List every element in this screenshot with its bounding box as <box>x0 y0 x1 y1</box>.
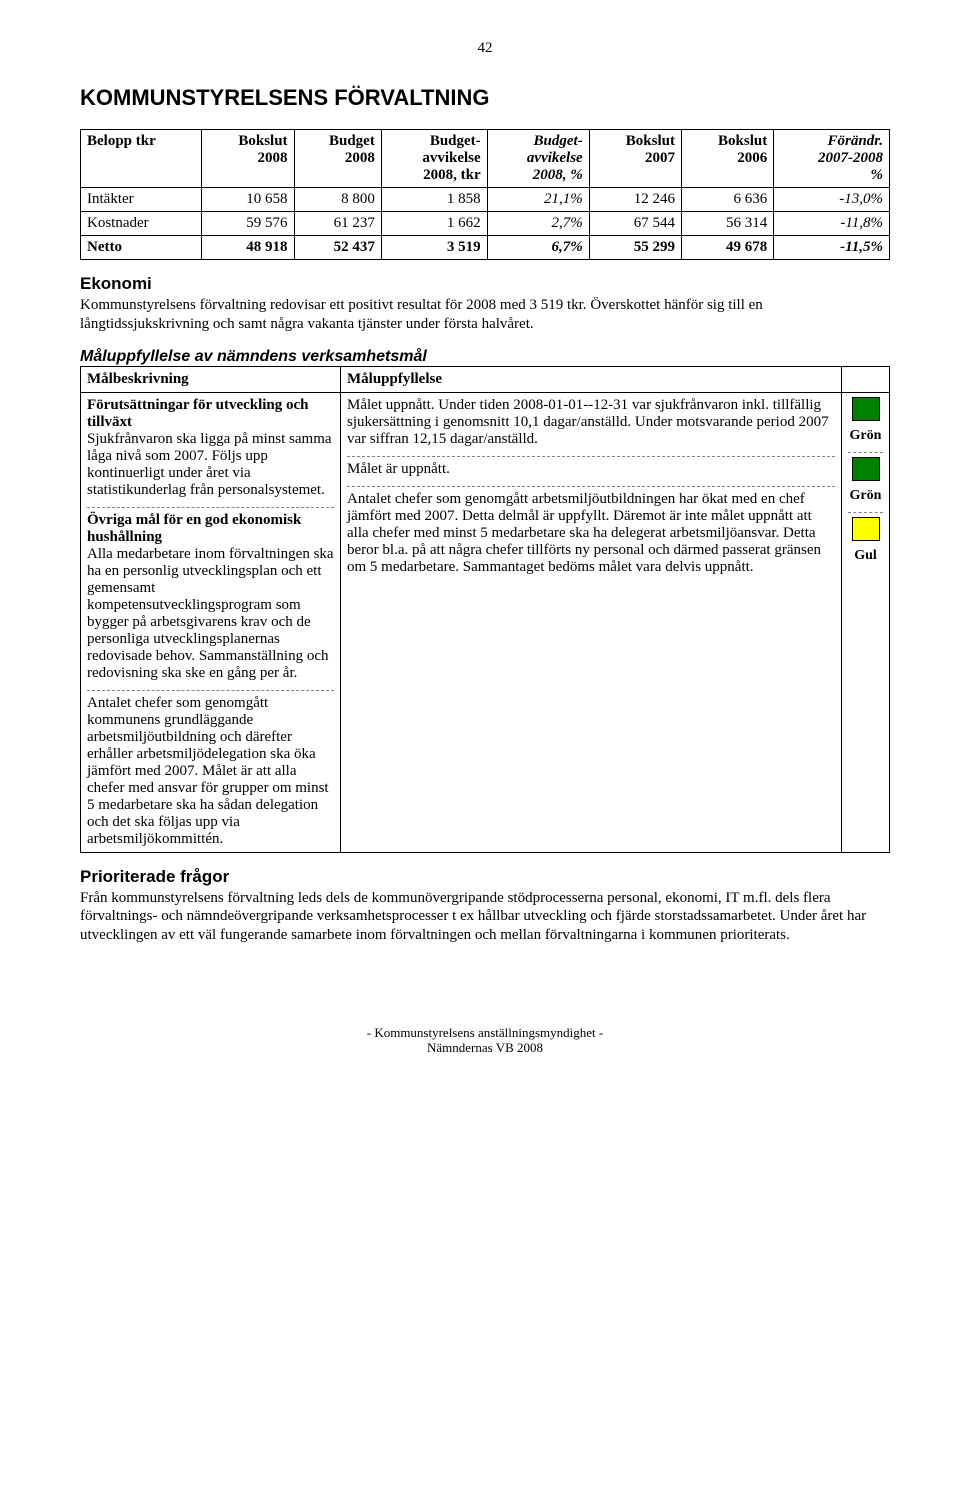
table-row: Netto48 91852 4373 5196,7%55 29949 678-1… <box>81 236 890 260</box>
goals-table: Målbeskrivning Måluppfyllelse Förutsättn… <box>80 366 890 853</box>
table-cell: 59 576 <box>202 212 294 236</box>
row-separator <box>848 452 883 453</box>
goals-col-header: Målbeskrivning <box>81 366 341 392</box>
goal-status-block: Grön <box>848 397 883 444</box>
goal-fulfilments: Målet uppnått. Under tiden 2008-01-01--1… <box>341 392 842 852</box>
footer-line: - Kommunstyrelsens anställningsmyndighet… <box>80 1025 890 1041</box>
goal-fulfilment-text: Antalet chefer som genomgått arbetsmiljö… <box>347 491 835 576</box>
table-cell: 6,7% <box>487 236 589 260</box>
priorities-heading: Prioriterade frågor <box>80 867 890 887</box>
goal-description-title: Förutsättningar för utveckling och tillv… <box>87 397 334 431</box>
goal-fulfilment-text: Målet är uppnått. <box>347 461 835 478</box>
goal-statuses: Grön Grön Gul <box>842 392 890 852</box>
status-swatch <box>852 397 880 421</box>
table-col-header: Bokslut2006 <box>681 130 773 188</box>
footer-line: Nämndernas VB 2008 <box>80 1040 890 1056</box>
goal-description-block: Övriga mål för en god ekonomisk hushålln… <box>87 512 334 682</box>
table-cell: 55 299 <box>589 236 681 260</box>
goal-description-title: Övriga mål för en god ekonomisk hushålln… <box>87 512 334 546</box>
table-col-header: Belopp tkr <box>81 130 202 188</box>
table-cell: 2,7% <box>487 212 589 236</box>
goals-col-header: Måluppfyllelse <box>341 366 842 392</box>
goals-heading: Måluppfyllelse av nämndens verksamhetsmå… <box>80 348 890 366</box>
status-label: Gul <box>848 548 883 564</box>
table-cell: 6 636 <box>681 188 773 212</box>
table-cell: 1 858 <box>381 188 487 212</box>
ekonomi-heading: Ekonomi <box>80 274 890 294</box>
goal-status-block: Grön <box>848 457 883 504</box>
row-label: Intäkter <box>81 188 202 212</box>
page-container: 42 KOMMUNSTYRELSENS FÖRVALTNING Belopp t… <box>0 0 960 1106</box>
ekonomi-text: Kommunstyrelsens förvaltning redovisar e… <box>80 296 890 334</box>
table-col-header: Budget-avvikelse2008, tkr <box>381 130 487 188</box>
row-separator <box>347 486 835 487</box>
table-col-header: Förändr.2007-2008% <box>774 130 890 188</box>
goal-descriptions: Förutsättningar för utveckling och tillv… <box>81 392 341 852</box>
goal-description-block: Antalet chefer som genomgått kommunens g… <box>87 695 334 848</box>
table-cell: 67 544 <box>589 212 681 236</box>
row-label: Kostnader <box>81 212 202 236</box>
row-separator <box>87 507 334 508</box>
page-footer: - Kommunstyrelsens anställningsmyndighet… <box>80 1025 890 1056</box>
table-cell: 56 314 <box>681 212 773 236</box>
status-label: Grön <box>848 428 883 444</box>
table-col-header: Bokslut2008 <box>202 130 294 188</box>
table-cell: 21,1% <box>487 188 589 212</box>
row-separator <box>87 690 334 691</box>
goal-fulfilment-text: Målet uppnått. Under tiden 2008-01-01--1… <box>347 397 835 448</box>
table-col-header: Budget-avvikelse2008, % <box>487 130 589 188</box>
table-cell: 10 658 <box>202 188 294 212</box>
table-cell: 3 519 <box>381 236 487 260</box>
row-separator <box>347 456 835 457</box>
table-cell: -11,8% <box>774 212 890 236</box>
goal-description-text: Sjukfrånvaron ska ligga på minst samma l… <box>87 431 334 499</box>
page-number: 42 <box>80 40 890 57</box>
goals-col-header <box>842 366 890 392</box>
status-label: Grön <box>848 488 883 504</box>
table-col-header: Bokslut2007 <box>589 130 681 188</box>
row-separator <box>848 512 883 513</box>
goal-description-text: Antalet chefer som genomgått kommunens g… <box>87 695 334 848</box>
table-cell: -11,5% <box>774 236 890 260</box>
table-cell: 1 662 <box>381 212 487 236</box>
goal-description-text: Alla medarbetare inom förvaltningen ska … <box>87 546 334 682</box>
page-title: KOMMUNSTYRELSENS FÖRVALTNING <box>80 85 890 111</box>
priorities-text: Från kommunstyrelsens förvaltning leds d… <box>80 889 890 945</box>
financial-table: Belopp tkrBokslut2008Budget2008Budget-av… <box>80 129 890 260</box>
table-cell: 61 237 <box>294 212 381 236</box>
table-row: Intäkter10 6588 8001 85821,1%12 2466 636… <box>81 188 890 212</box>
status-swatch <box>852 457 880 481</box>
table-cell: 49 678 <box>681 236 773 260</box>
row-label: Netto <box>81 236 202 260</box>
table-cell: 12 246 <box>589 188 681 212</box>
table-cell: 52 437 <box>294 236 381 260</box>
table-col-header: Budget2008 <box>294 130 381 188</box>
status-swatch <box>852 517 880 541</box>
table-cell: 8 800 <box>294 188 381 212</box>
table-cell: 48 918 <box>202 236 294 260</box>
goal-status-block: Gul <box>848 517 883 564</box>
goal-description-block: Förutsättningar för utveckling och tillv… <box>87 397 334 499</box>
table-cell: -13,0% <box>774 188 890 212</box>
table-row: Kostnader59 57661 2371 6622,7%67 54456 3… <box>81 212 890 236</box>
